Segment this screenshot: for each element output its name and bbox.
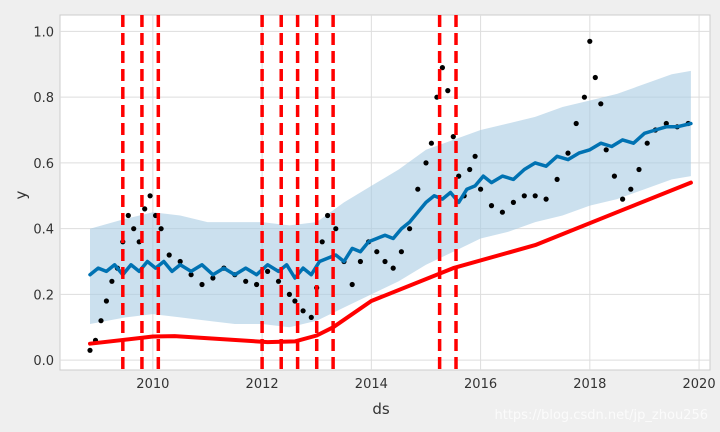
observed-point [188,272,194,278]
observed-point [510,199,516,205]
observed-point [521,193,527,199]
observed-point [286,291,292,297]
observed-point [158,226,164,232]
observed-point [499,209,505,215]
observed-point [587,38,593,44]
observed-point [472,153,478,159]
watermark: https://blog.csdn.net/jp_zhou256 [495,408,709,423]
x-tick-label: 2014 [355,377,388,392]
y-tick-label: 0.4 [33,223,54,238]
observed-point [300,308,306,314]
observed-point [177,258,183,265]
observed-point [598,101,604,107]
trend-line-group [88,180,693,346]
y-tick-label: 0.8 [33,91,54,106]
y-tick-label: 1.0 [33,25,54,40]
observed-point [103,298,109,304]
y-tick-label: 0.6 [33,157,54,172]
observed-point [663,120,669,127]
changepoint-lines [121,15,458,370]
observed-point [415,186,421,192]
observed-point [292,298,298,304]
observed-point [325,212,331,219]
observed-point [254,281,260,288]
observed-point [467,166,473,173]
trend-line [88,180,693,346]
observed-point [210,275,216,281]
observed-point [98,318,104,324]
observed-point [620,196,626,202]
x-tick-label: 2010 [136,377,169,392]
x-tick-label: 2012 [246,377,279,392]
observed-point [319,239,325,245]
observed-point [166,252,172,258]
observed-point [628,186,634,192]
observed-point [407,226,413,232]
observed-point [445,88,451,94]
y-tick-label: 0.2 [33,288,54,303]
observed-point [87,347,93,353]
observed-point [488,203,495,209]
observed-point [374,249,380,255]
observed-point [390,265,396,271]
observed-point [131,226,137,232]
y-axis-label: y [12,190,30,199]
observed-point [554,176,560,182]
x-tick-label: 2020 [683,377,716,392]
observed-point [573,120,579,127]
observed-point [565,150,571,156]
observed-point [532,193,538,199]
observed-point [450,134,456,140]
y-tick-label: 0.0 [33,354,54,369]
tick-labels: 2010 2012 2014 2016 2018 2020 0.0 0.2 0.4 0.6 0.8 1… [33,25,715,392]
observed-point [423,160,429,166]
observed-point [636,166,642,173]
observed-point [478,186,484,192]
observed-point [382,258,388,265]
observed-point [644,140,650,146]
x-axis-label: ds [372,400,390,418]
x-tick-label: 2018 [573,377,606,392]
observed-point [357,258,363,265]
observed-point [349,281,355,288]
observed-point [265,268,271,274]
uncertainty-interval [90,70,691,328]
observed-point [543,196,549,202]
observed-point [125,212,131,219]
observed-point [592,74,598,81]
observed-point [439,65,445,71]
observed-point [333,226,339,232]
forecast-line [88,121,693,280]
observed-point [147,193,153,199]
observed-point [428,140,434,146]
observed-point [308,314,314,320]
observed-point [109,278,115,284]
observed-point [581,94,588,100]
observed-point [603,147,609,153]
observed-point [398,249,404,255]
observed-point [199,281,205,288]
observed-point [275,278,282,284]
forecast-line-group [88,121,693,280]
x-tick-label: 2016 [464,377,497,392]
interval-band [90,70,691,328]
observed-point [243,278,249,284]
observed-point [611,173,618,179]
observed-point [142,206,148,212]
